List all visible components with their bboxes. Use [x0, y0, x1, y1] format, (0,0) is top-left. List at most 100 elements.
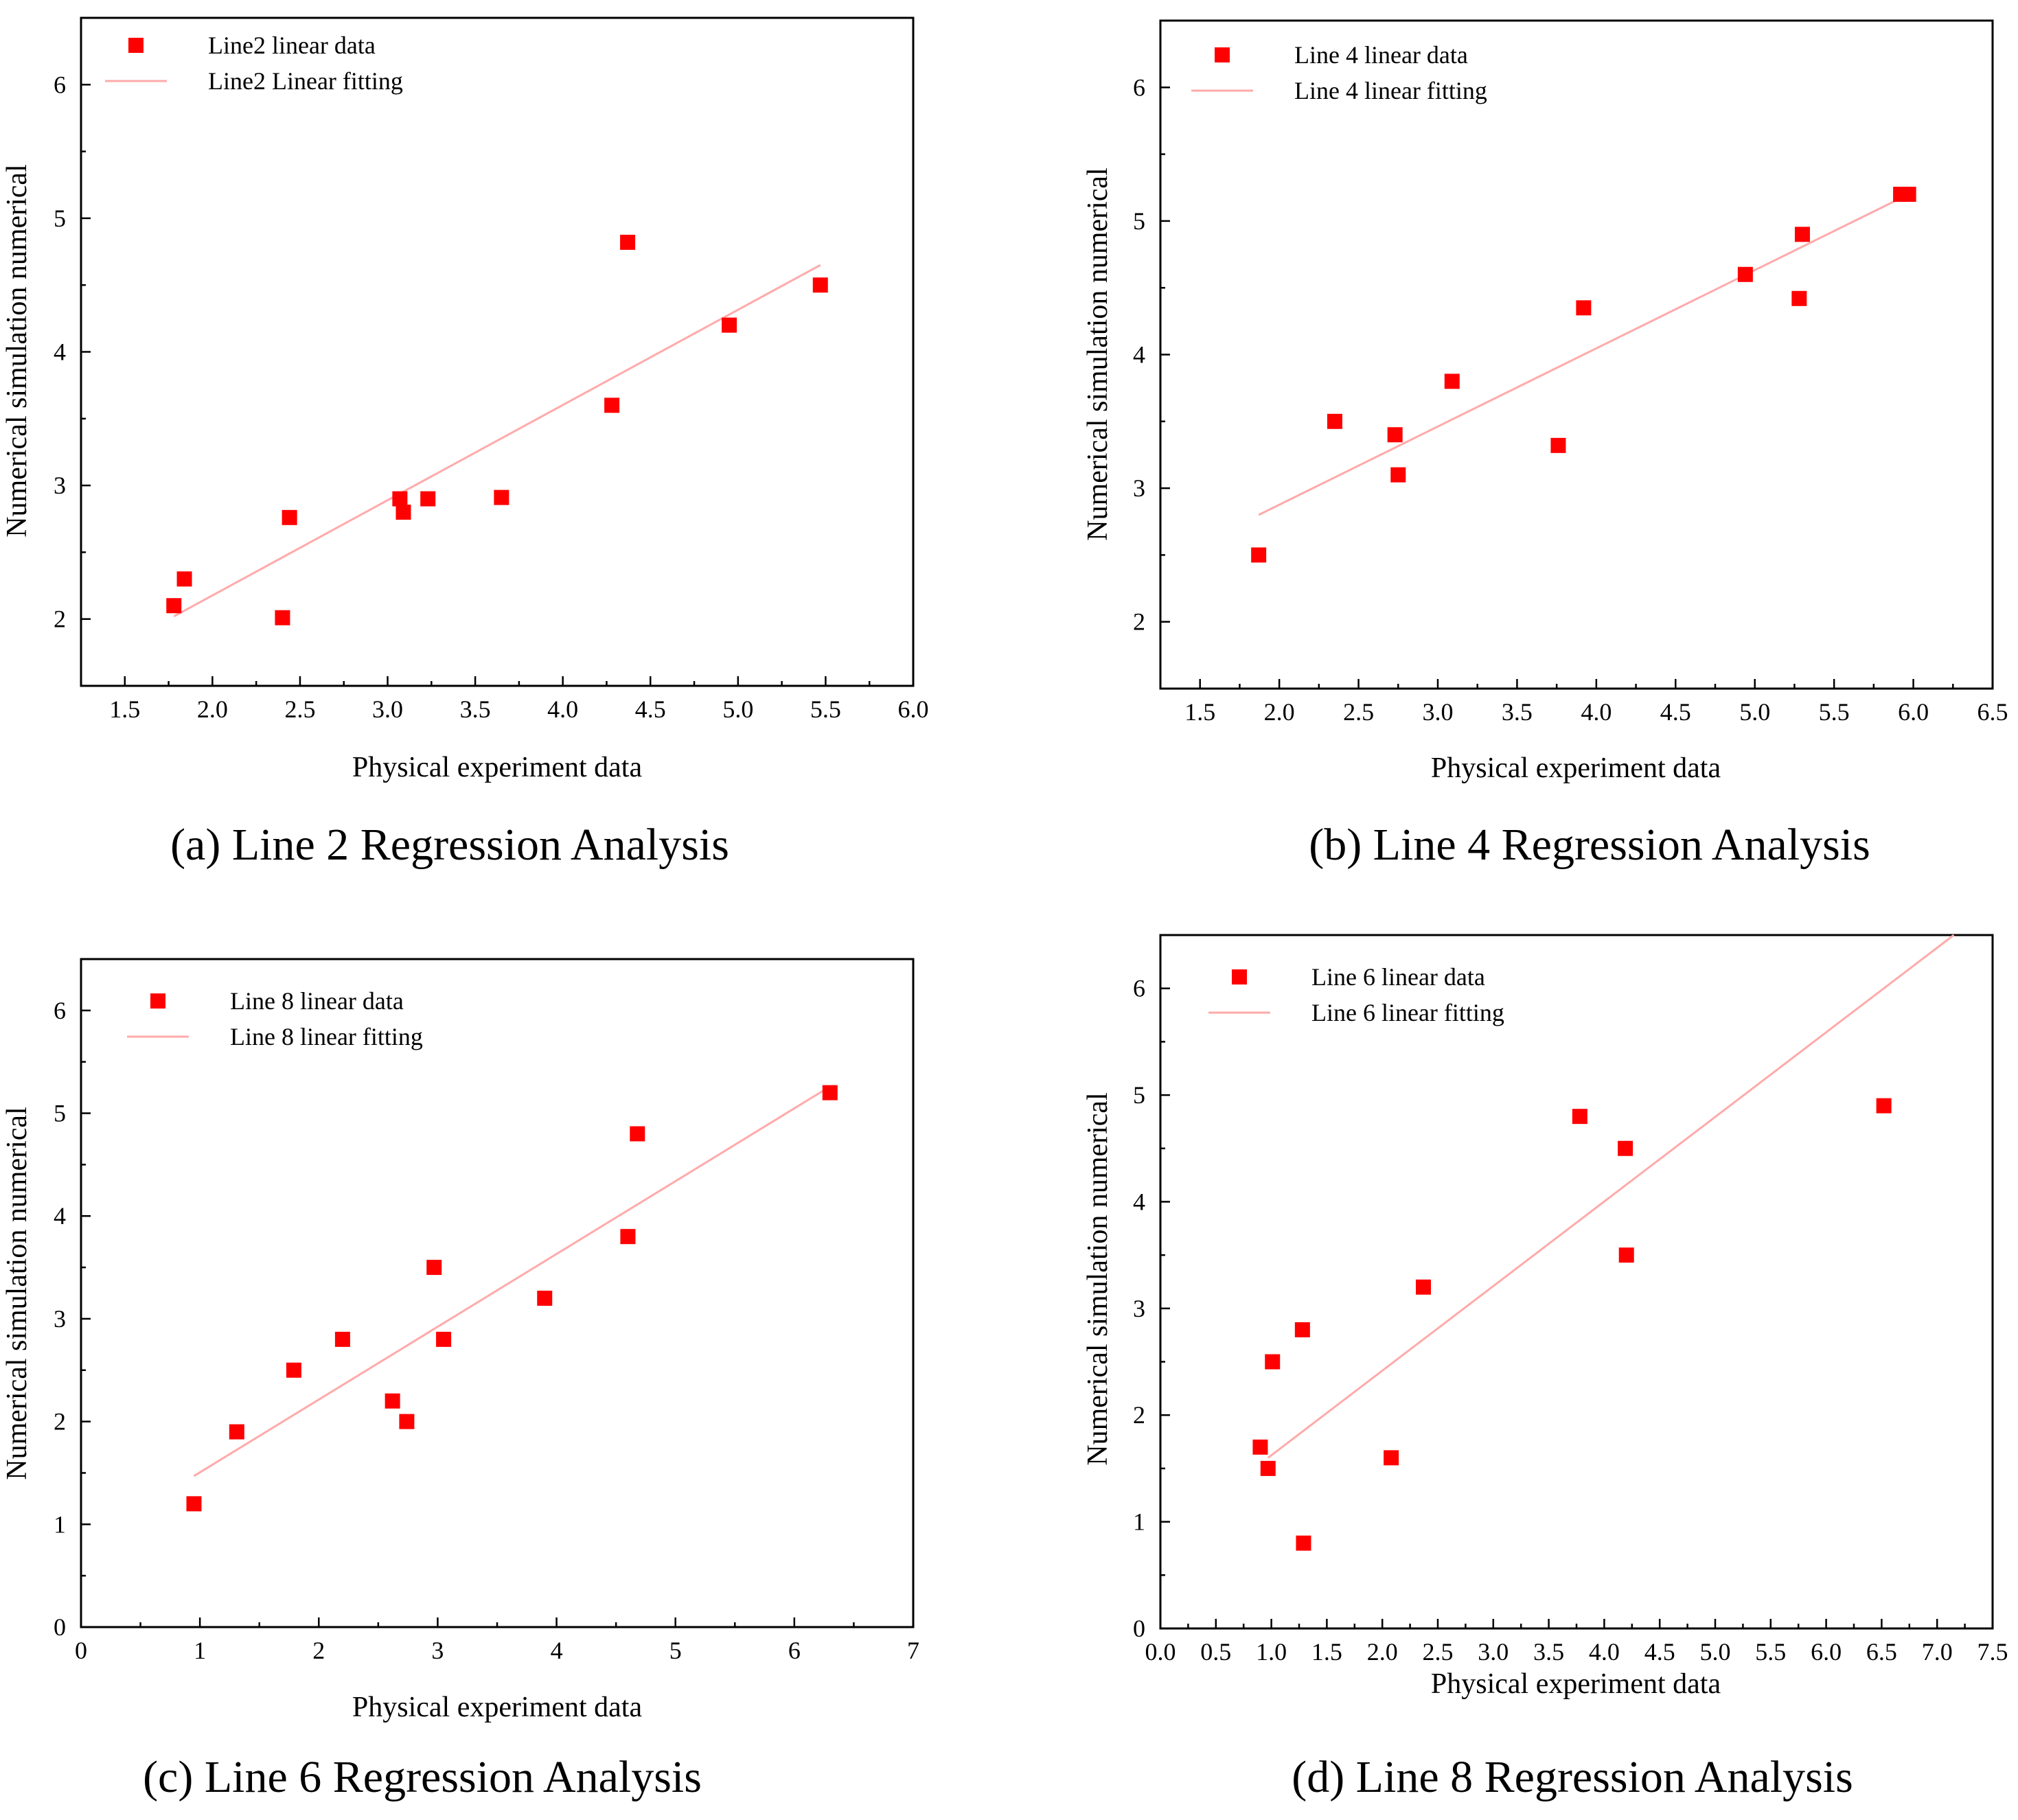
y-tick-label: 4	[54, 1202, 66, 1230]
data-point	[229, 1424, 244, 1440]
legend-marker	[128, 38, 144, 53]
x-tick-label: 4.0	[1581, 698, 1612, 726]
legend-data-label: Line2 linear data	[208, 32, 376, 59]
chart-caption: (d) Line 8 Regression Analysis	[1292, 1752, 1853, 1802]
legend-marker	[1232, 969, 1247, 984]
y-tick-label: 1	[54, 1510, 66, 1538]
x-tick-label: 0	[75, 1637, 87, 1664]
fit-line	[1258, 193, 1910, 516]
y-axis-label: Numerical simulation numerical	[1, 164, 33, 538]
y-tick-label: 2	[54, 1408, 66, 1436]
data-point	[722, 317, 737, 333]
legend-data-label: Line 4 linear data	[1294, 41, 1468, 69]
x-axis-label: Physical experiment data	[1431, 1668, 1721, 1700]
y-tick-label: 6	[54, 997, 66, 1024]
x-tick-label: 3.0	[1478, 1638, 1509, 1666]
x-tick-label: 4	[551, 1637, 563, 1664]
y-tick-label: 2	[1133, 608, 1145, 636]
x-tick-label: 5.0	[722, 695, 753, 723]
x-tick-label: 7	[907, 1637, 919, 1664]
x-tick-label: 2.5	[1343, 698, 1374, 726]
x-tick-label: 2.5	[284, 695, 315, 723]
data-point	[494, 489, 509, 505]
y-tick-label: 3	[1133, 1295, 1145, 1322]
data-point	[1876, 1098, 1892, 1114]
x-tick-label: 5.5	[1819, 698, 1850, 726]
legend-fit-label: Line 8 linear fitting	[230, 1023, 423, 1050]
data-point	[1576, 300, 1592, 316]
data-point	[620, 1229, 636, 1245]
x-tick-label: 5	[669, 1637, 682, 1664]
data-point	[334, 1331, 350, 1347]
data-point	[385, 1393, 400, 1409]
y-tick-label: 5	[54, 205, 66, 232]
y-tick-label: 2	[54, 606, 66, 633]
y-axis-label: Numerical simulation numerical	[1082, 168, 1114, 541]
data-point	[275, 610, 290, 625]
data-point	[604, 398, 620, 413]
y-tick-label: 3	[1133, 474, 1145, 502]
x-tick-label: 1.0	[1256, 1638, 1287, 1666]
x-tick-label: 4.0	[547, 695, 578, 723]
x-tick-label: 4.0	[1589, 1638, 1620, 1666]
x-tick-label: 2.0	[197, 695, 228, 723]
y-tick-label: 4	[1133, 341, 1145, 369]
data-point	[1618, 1247, 1634, 1263]
chart-2: 1.5 2.0 2.5 3.0 3.5 4.0 4.5 5.0 5.5 6.0 6.5 2 3 4 5 6 Li…	[1082, 19, 2008, 870]
x-tick-label: 1.5	[1184, 698, 1215, 726]
y-tick-label: 6	[1133, 975, 1145, 1002]
fit-line	[173, 264, 821, 618]
x-tick-label: 3.5	[1533, 1638, 1564, 1666]
data-point	[620, 234, 636, 250]
x-tick-label: 3.5	[1502, 698, 1533, 726]
data-point	[1618, 1140, 1633, 1156]
chart-caption: (c) Line 6 Regression Analysis	[143, 1752, 702, 1802]
data-point	[812, 277, 828, 293]
y-tick-label: 3	[54, 1305, 66, 1333]
data-point	[436, 1331, 452, 1347]
data-point	[392, 491, 408, 507]
data-point	[1296, 1535, 1311, 1551]
x-tick-label: 2	[312, 1637, 325, 1664]
x-tick-label: 6.5	[1977, 698, 2008, 726]
data-point	[186, 1496, 202, 1512]
chart-caption: (a) Line 2 Regression Analysis	[170, 820, 729, 870]
data-point	[1252, 1439, 1268, 1455]
x-tick-label: 1	[194, 1637, 206, 1664]
x-tick-label: 5.5	[810, 695, 841, 723]
x-tick-label: 2.0	[1367, 1638, 1398, 1666]
plot-frame	[1159, 19, 1994, 690]
data-point	[1260, 1460, 1276, 1476]
data-point	[1550, 437, 1566, 453]
y-tick-label: 5	[1133, 207, 1145, 235]
data-point	[1390, 467, 1406, 483]
legend-marker	[150, 993, 165, 1009]
y-tick-label: 2	[1133, 1401, 1145, 1429]
legend: Line 6 linear data Line 6 linear fitting	[1208, 963, 1504, 1026]
data-point	[1791, 290, 1807, 306]
chart-1: 1.5 2.0 2.5 3.0 3.5 4.0 4.5 5.0 5.5 6.0 2 3 4 5 6 Line2…	[1, 16, 929, 870]
fit-line	[193, 1085, 831, 1477]
x-tick-label: 6	[788, 1637, 801, 1664]
data-point	[282, 509, 297, 525]
data-point	[176, 571, 192, 587]
data-point	[630, 1126, 645, 1142]
y-tick-label: 4	[1133, 1188, 1145, 1215]
x-tick-label: 7.5	[1977, 1638, 2008, 1666]
legend-fit-label: Line 6 linear fitting	[1311, 999, 1504, 1026]
x-tick-label: 0.0	[1145, 1638, 1176, 1666]
x-axis-label: Physical experiment data	[1431, 752, 1721, 784]
x-tick-label: 4.5	[1660, 698, 1691, 726]
data-point	[1444, 373, 1460, 389]
legend-data-label: Line 8 linear data	[230, 987, 404, 1015]
y-tick-label: 5	[54, 1100, 66, 1127]
x-tick-label: 7.0	[1922, 1638, 1953, 1666]
legend-fit-label: Line2 Linear fitting	[208, 67, 403, 95]
legend: Line 4 linear data Line 4 linear fitting	[1191, 41, 1487, 104]
data-point	[1387, 427, 1403, 443]
legend: Line 8 linear data Line 8 linear fitting	[127, 987, 423, 1050]
y-axis-label: Numerical simulation numerical	[1082, 1092, 1114, 1466]
data-point	[1794, 227, 1810, 242]
legend-data-label: Line 6 linear data	[1311, 963, 1485, 991]
data-point	[1572, 1109, 1587, 1125]
